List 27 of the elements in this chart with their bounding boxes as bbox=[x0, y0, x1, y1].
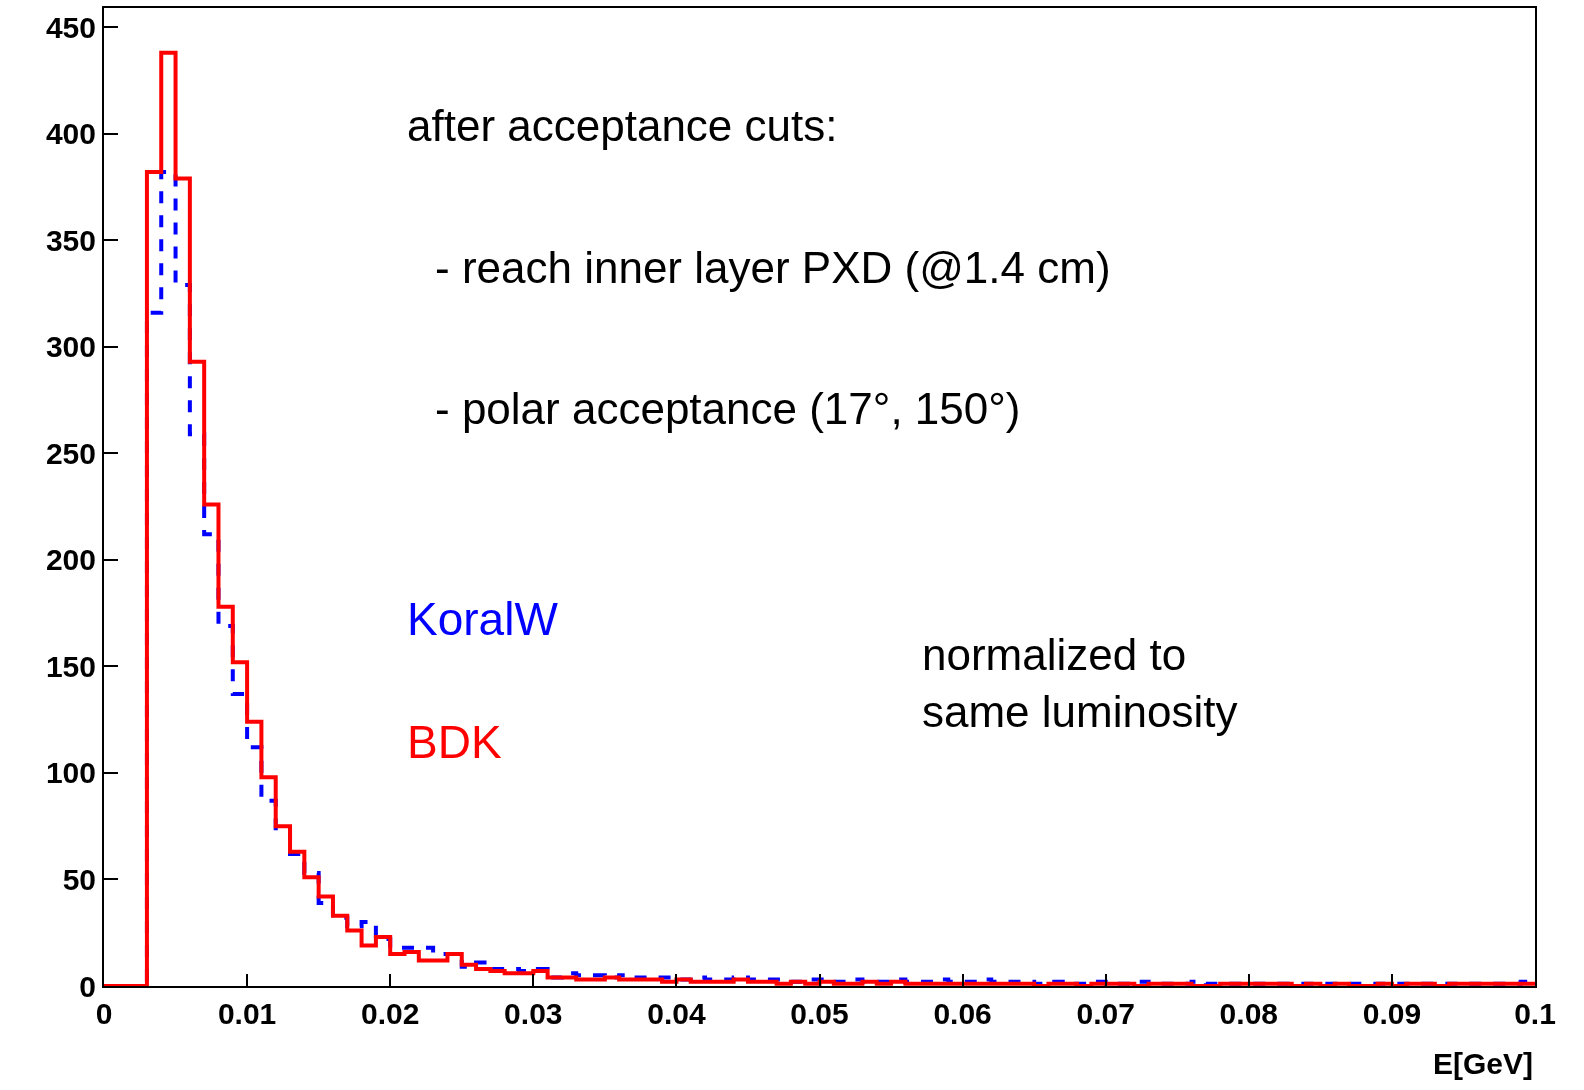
annotation: after acceptance cuts: bbox=[407, 101, 838, 150]
x-tick-label: 0.05 bbox=[790, 997, 849, 1030]
y-tick-label: 200 bbox=[45, 543, 96, 577]
x-tick-label: 0.08 bbox=[1219, 997, 1278, 1030]
annotation: - reach inner layer PXD (@1.4 cm) bbox=[435, 243, 1111, 292]
x-tick-label: 0.07 bbox=[1076, 997, 1135, 1030]
y-tick-label: 350 bbox=[45, 223, 96, 257]
x-tick-label: 0.09 bbox=[1362, 997, 1422, 1030]
y-tick-label: 250 bbox=[45, 436, 96, 470]
x-tick-label: 0.06 bbox=[933, 997, 992, 1030]
y-tick-label: 50 bbox=[62, 862, 96, 896]
x-tick-label: 0.03 bbox=[504, 997, 563, 1030]
annotation: - polar acceptance (17°, 150°) bbox=[435, 384, 1021, 433]
y-tick-label: 0 bbox=[79, 969, 96, 1003]
y-tick-label: 400 bbox=[45, 117, 96, 151]
y-tick-label: 300 bbox=[45, 330, 96, 364]
y-tick-label: 100 bbox=[45, 756, 96, 790]
x-axis-title: E[GeV] bbox=[1433, 1047, 1534, 1080]
x-tick-label: 0.02 bbox=[361, 997, 420, 1030]
y-tick-label: 450 bbox=[45, 10, 96, 44]
text: KoralW bbox=[407, 593, 559, 645]
annotation: normalized to same luminosity bbox=[922, 630, 1238, 737]
x-tick-label: 0.1 bbox=[1514, 997, 1556, 1030]
y-tick-label: 150 bbox=[45, 649, 96, 683]
x-tick-label: 0.01 bbox=[217, 997, 277, 1030]
x-tick-label: 0.04 bbox=[647, 997, 706, 1030]
text: BDK bbox=[407, 716, 502, 768]
